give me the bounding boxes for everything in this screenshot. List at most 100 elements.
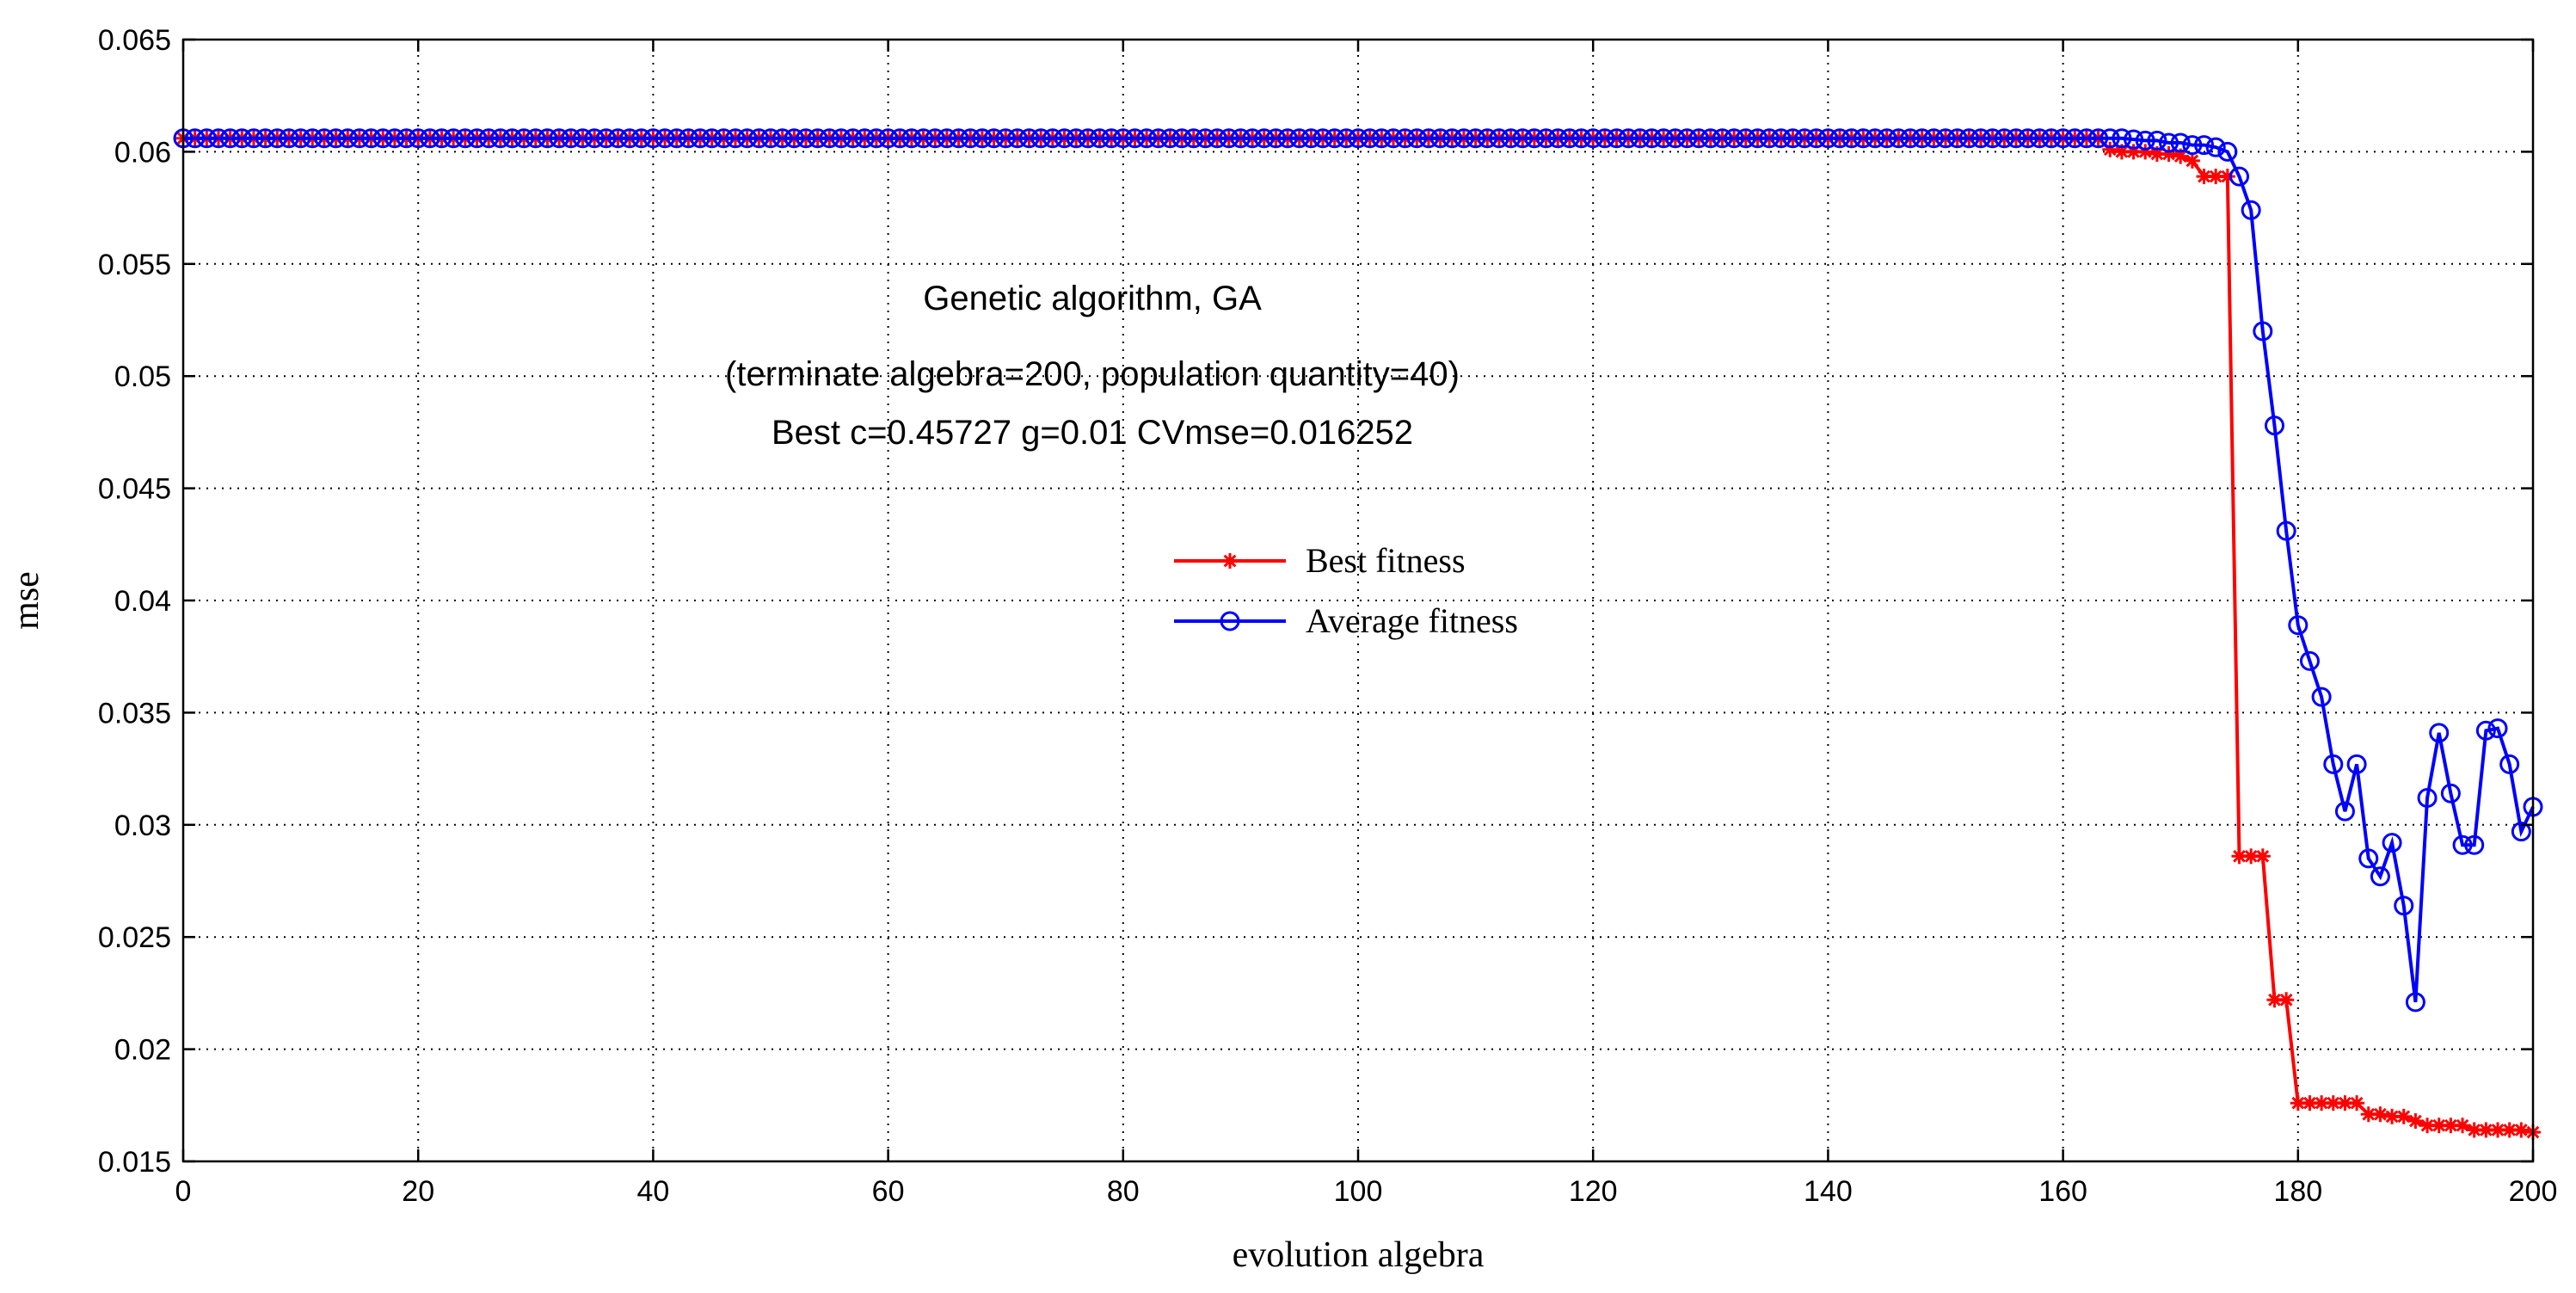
data-point: [2266, 992, 2283, 1008]
data-point: [2278, 992, 2295, 1008]
data-point: [1360, 128, 1380, 149]
data-point: [549, 128, 569, 149]
data-point: [2466, 1122, 2482, 1138]
data-point: [1853, 128, 1873, 149]
data-point: [2147, 130, 2167, 151]
data-point: [972, 128, 993, 149]
data-point: [1676, 128, 1697, 149]
data-point: [1007, 128, 1028, 149]
y-tick-label: 0.035: [98, 697, 171, 730]
data-point: [1242, 128, 1263, 149]
data-point: [1794, 128, 1815, 149]
data-point: [831, 128, 851, 149]
data-point: [2382, 833, 2402, 853]
data-point: [995, 128, 1016, 149]
data-point: [1030, 128, 1051, 149]
data-point: [1207, 128, 1227, 149]
data-point: [2029, 128, 2050, 149]
data-point: [432, 128, 452, 149]
data-point: [1348, 128, 1368, 149]
legend-marker-shape: [1220, 611, 1240, 631]
data-point: [1688, 128, 1709, 149]
data-point: [1277, 128, 1298, 149]
data-point: [748, 128, 769, 149]
y-tick-label: 0.05: [114, 360, 171, 393]
data-point: [2184, 152, 2200, 169]
data-point: [1454, 128, 1474, 149]
data-point: [772, 128, 793, 149]
data-point: [2088, 128, 2109, 149]
data-point: [1829, 128, 1850, 149]
data-point: [1618, 128, 1638, 149]
data-point: [2325, 1095, 2341, 1111]
x-tick-label: 60: [872, 1175, 905, 1208]
data-point: [2018, 128, 2038, 149]
grid: [183, 40, 2533, 1161]
data-point: [1900, 128, 1921, 149]
data-point: [713, 128, 734, 149]
legend-marker-best-fitness: [1222, 553, 1238, 569]
data-point: [2170, 132, 2191, 153]
data-point: [1183, 128, 1204, 149]
data-point: [1195, 128, 1215, 149]
data-point: [1430, 128, 1451, 149]
data-point: [467, 128, 487, 149]
data-point: [2417, 788, 2438, 809]
data-point: [1536, 128, 1557, 149]
x-tick-label: 160: [2038, 1175, 2087, 1208]
data-point: [619, 128, 640, 149]
data-point: [1442, 128, 1462, 149]
x-tick-label: 40: [636, 1175, 669, 1208]
data-point: [2276, 520, 2296, 541]
data-point: [901, 128, 922, 149]
data-point: [1724, 128, 1744, 149]
data-point: [1700, 128, 1721, 149]
data-point: [1254, 128, 1275, 149]
data-point: [2360, 1106, 2376, 1123]
data-point: [1054, 128, 1074, 149]
series-layer: [173, 128, 2543, 1141]
data-point: [2395, 1108, 2412, 1124]
annotation-params: (terminate algebra=200, population quant…: [725, 355, 1460, 393]
data-point: [1595, 128, 1615, 149]
data-point: [690, 128, 710, 149]
data-point: [1300, 128, 1321, 149]
data-point: [960, 128, 981, 149]
data-point: [2475, 720, 2496, 741]
y-tick-label: 0.02: [114, 1034, 171, 1067]
data-point: [1571, 128, 1592, 149]
data-point: [1383, 128, 1404, 149]
data-point: [1078, 128, 1098, 149]
data-point: [1371, 128, 1392, 149]
x-axis-label: evolution algebra: [1233, 1235, 1485, 1275]
data-point: [1712, 128, 1732, 149]
data-point: [2006, 128, 2026, 149]
y-tick-label: 0.065: [98, 24, 171, 57]
data-point: [2384, 1108, 2401, 1124]
data-point: [1782, 128, 1803, 149]
x-tick-label: 20: [402, 1175, 434, 1208]
data-point: [1524, 128, 1545, 149]
data-point: [2455, 1118, 2471, 1134]
data-point: [2241, 200, 2261, 220]
data-point: [1019, 128, 1040, 149]
data-point: [2511, 822, 2531, 842]
data-point: [537, 128, 557, 149]
data-point: [1136, 128, 1157, 149]
data-point: [279, 128, 299, 149]
data-point: [1736, 128, 1756, 149]
data-point: [1877, 128, 1897, 149]
y-tick-label: 0.04: [114, 585, 171, 618]
x-tick-label: 0: [175, 1175, 192, 1208]
data-point: [1289, 128, 1310, 149]
data-point: [925, 128, 945, 149]
data-point: [2407, 1113, 2424, 1130]
data-point: [725, 128, 746, 149]
data-point: [1159, 128, 1180, 149]
data-point: [1171, 128, 1192, 149]
data-point: [1653, 128, 1674, 149]
data-point: [561, 128, 581, 149]
data-point: [631, 128, 652, 149]
data-point: [1501, 128, 1522, 149]
